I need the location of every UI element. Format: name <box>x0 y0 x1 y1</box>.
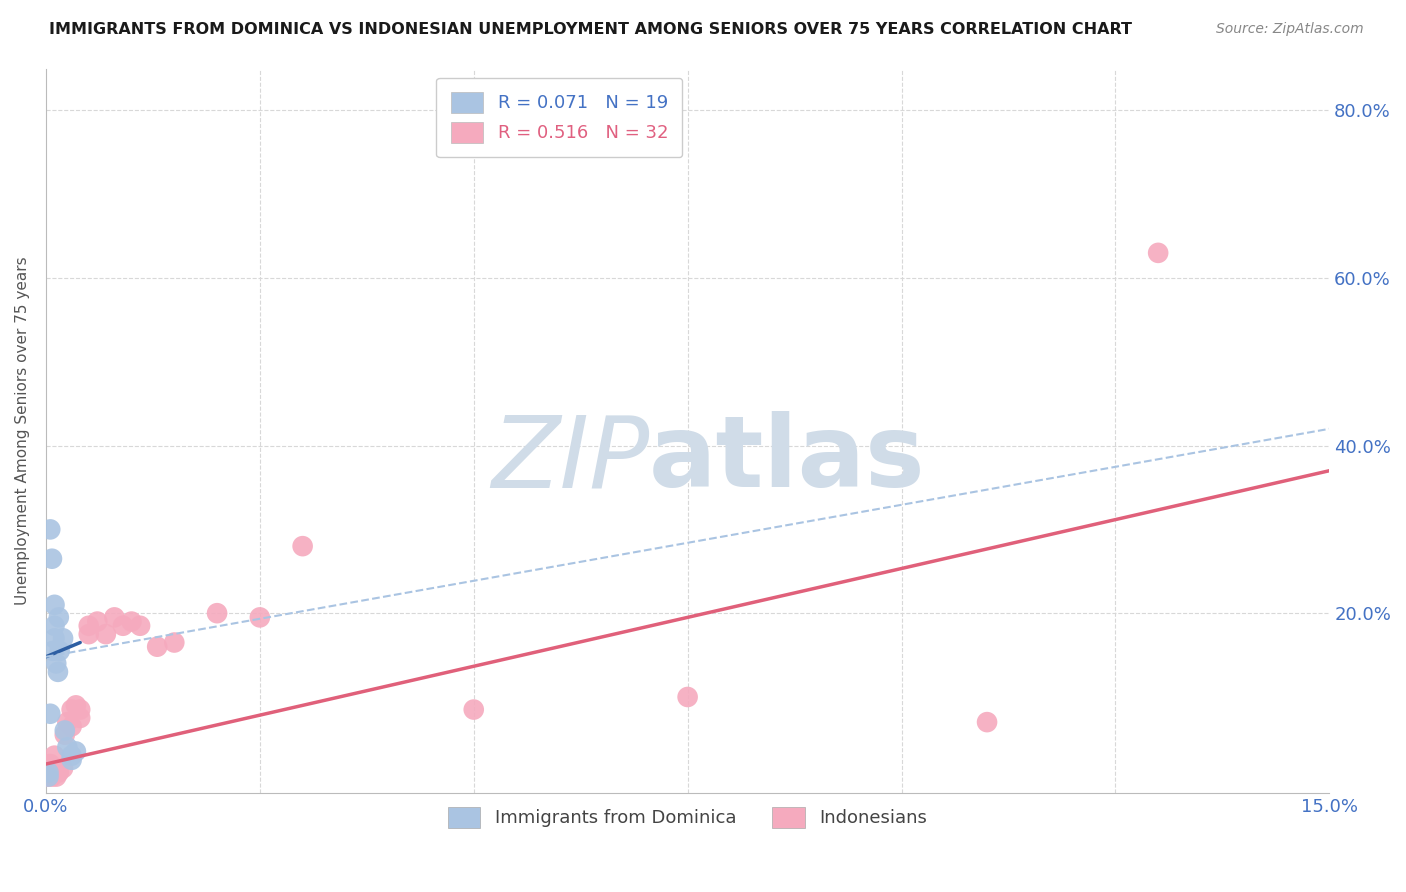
Point <box>94 627 117 641</box>
Point <box>41 551 63 566</box>
Point <box>42 644 65 658</box>
Y-axis label: Unemployment Among Seniors over 75 years: Unemployment Among Seniors over 75 years <box>15 257 30 606</box>
Point <box>69 702 91 716</box>
Point <box>976 715 998 730</box>
Point <box>48 644 70 658</box>
Point <box>77 627 100 641</box>
Point <box>44 619 66 633</box>
Point <box>56 740 79 755</box>
Point <box>45 770 67 784</box>
Point <box>48 610 70 624</box>
Point <box>1147 245 1170 260</box>
Point <box>146 640 169 654</box>
Text: ZIP: ZIP <box>491 411 650 508</box>
Point <box>65 698 87 713</box>
Point <box>463 702 485 716</box>
Point <box>60 753 83 767</box>
Point <box>46 665 69 679</box>
Point <box>38 765 60 780</box>
Point <box>77 619 100 633</box>
Point <box>129 619 152 633</box>
Text: Source: ZipAtlas.com: Source: ZipAtlas.com <box>1216 22 1364 37</box>
Point <box>45 657 67 671</box>
Point <box>60 702 83 716</box>
Point <box>38 765 60 780</box>
Point <box>37 770 59 784</box>
Text: atlas: atlas <box>650 411 925 508</box>
Point <box>53 723 76 738</box>
Point <box>205 606 228 620</box>
Point <box>291 539 314 553</box>
Point <box>39 757 62 772</box>
Point <box>60 748 83 763</box>
Point <box>53 728 76 742</box>
Point <box>44 598 66 612</box>
Point <box>38 770 60 784</box>
Point <box>44 748 66 763</box>
Point <box>111 619 134 633</box>
Point <box>121 615 143 629</box>
Point <box>65 744 87 758</box>
Point <box>52 632 75 646</box>
Point <box>69 711 91 725</box>
Legend: Immigrants from Dominica, Indonesians: Immigrants from Dominica, Indonesians <box>440 800 935 835</box>
Point <box>39 522 62 536</box>
Point <box>163 635 186 649</box>
Text: IMMIGRANTS FROM DOMINICA VS INDONESIAN UNEMPLOYMENT AMONG SENIORS OVER 75 YEARS : IMMIGRANTS FROM DOMINICA VS INDONESIAN U… <box>49 22 1132 37</box>
Point <box>676 690 699 704</box>
Point <box>41 770 63 784</box>
Point <box>86 615 108 629</box>
Point <box>56 715 79 730</box>
Point <box>48 765 70 780</box>
Point <box>39 706 62 721</box>
Point <box>249 610 271 624</box>
Point <box>60 719 83 733</box>
Point <box>103 610 125 624</box>
Point <box>44 632 66 646</box>
Point <box>52 761 75 775</box>
